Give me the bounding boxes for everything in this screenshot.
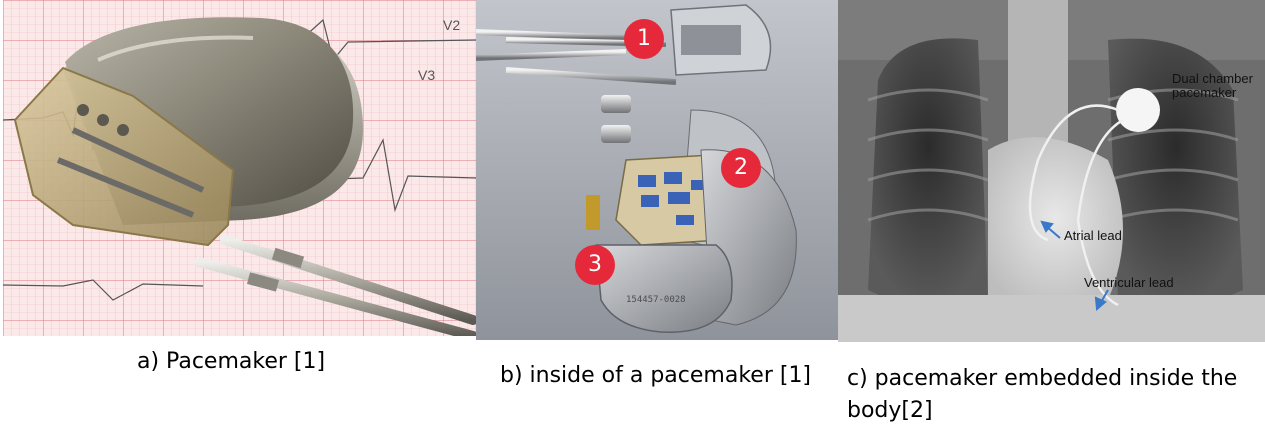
pacemaker-illustration: V2 V3	[3, 0, 476, 336]
label-ventricular-lead: Ventricular lead	[1084, 275, 1174, 290]
xray-illustration	[838, 0, 1265, 342]
atrial-arrow	[1040, 220, 1061, 239]
marker-3-label: 3	[588, 252, 602, 277]
marker-2-label: 2	[734, 155, 748, 180]
pacemaker-device	[13, 17, 363, 247]
lead-connectors	[194, 235, 476, 336]
chest-xray: Dual chamber pacemaker Atrial lead Ventr…	[838, 0, 1265, 342]
ventricular-arrow	[1094, 289, 1109, 312]
ecg-label-v3: V3	[418, 67, 435, 83]
label-atrial-lead: Atrial lead	[1064, 228, 1122, 243]
pacemaker-photo: V2 V3	[3, 0, 476, 336]
ecg-label-v2: V2	[443, 17, 460, 33]
atrial-lead-wire	[1028, 104, 1119, 242]
marker-2-circle	[721, 148, 761, 188]
caption-pacemaker: a) Pacemaker [1]	[137, 349, 326, 374]
exploded-illustration: 154457-0028	[476, 0, 838, 340]
caption-inside-pacemaker: b) inside of a pacemaker [1]	[500, 363, 812, 388]
pacemaker-exploded-view: 154457-0028 1 2 3	[476, 0, 838, 340]
device-serial: 154457-0028	[626, 295, 686, 305]
label-dual-chamber-pacemaker: Dual chamber pacemaker	[1172, 71, 1253, 100]
xray-device	[1116, 88, 1160, 132]
caption-embedded-pacemaker: c) pacemaker embedded inside the body[2]	[847, 366, 1238, 423]
marker-1-circle	[624, 19, 664, 59]
marker-3-circle	[575, 245, 615, 285]
marker-1-label: 1	[637, 26, 651, 51]
ventricular-lead-wire	[1076, 118, 1124, 307]
